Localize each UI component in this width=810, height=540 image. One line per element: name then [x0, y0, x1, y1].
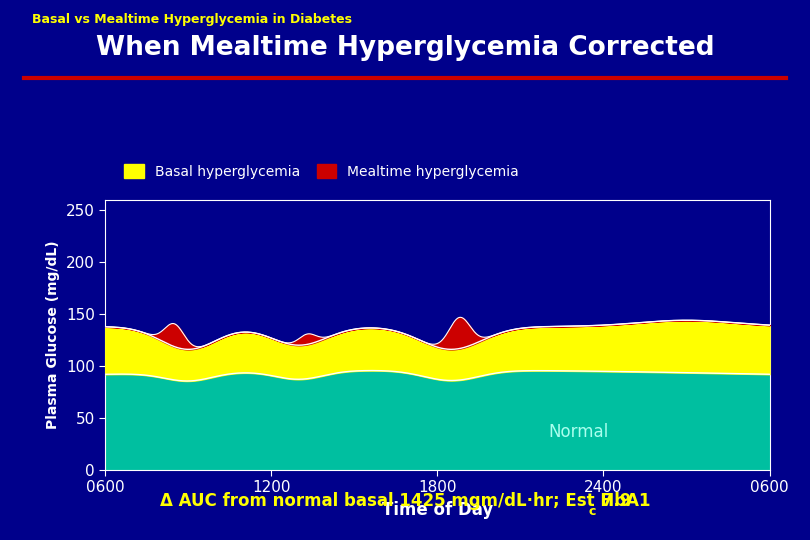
Text: When Mealtime Hyperglycemia Corrected: When Mealtime Hyperglycemia Corrected	[96, 35, 714, 61]
Text: Basal vs Mealtime Hyperglycemia in Diabetes: Basal vs Mealtime Hyperglycemia in Diabe…	[32, 14, 352, 26]
Text: Normal: Normal	[548, 423, 608, 441]
Text: 7.9: 7.9	[596, 492, 632, 510]
Legend: Basal hyperglycemia, Mealtime hyperglycemia: Basal hyperglycemia, Mealtime hyperglyce…	[119, 158, 525, 184]
Y-axis label: Plasma Glucose (mg/dL): Plasma Glucose (mg/dL)	[46, 240, 61, 429]
X-axis label: Time of Day: Time of Day	[382, 501, 493, 519]
Text: Δ AUC from normal basal 1425 mgm/dL·hr; Est HbA1: Δ AUC from normal basal 1425 mgm/dL·hr; …	[160, 492, 650, 510]
Text: c: c	[588, 505, 595, 518]
